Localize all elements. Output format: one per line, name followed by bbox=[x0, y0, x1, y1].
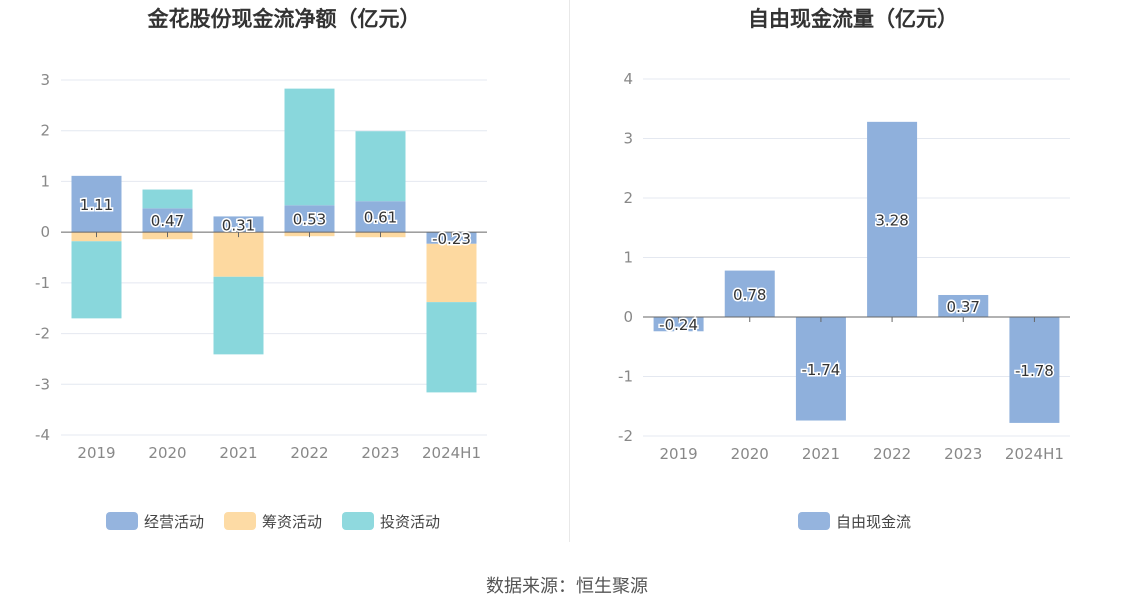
y-tick-label: 4 bbox=[623, 70, 633, 88]
free-cash-flow-chart-panel: 自由现金流量（亿元） 4 3 2 1 0 -1 -2 -0.24 0.78 -1.74 3.28 0.3… bbox=[572, 0, 1134, 545]
x-tick-label: 2020 bbox=[148, 444, 186, 462]
legend-label-0: 自由现金流 bbox=[836, 513, 911, 531]
bar-2019 bbox=[653, 317, 704, 332]
y-tick-label: 2 bbox=[623, 189, 633, 207]
bar-2021 bbox=[795, 317, 846, 421]
y-tick-label: -1 bbox=[618, 368, 633, 386]
bar-series1-2021 bbox=[213, 232, 264, 277]
data-label: 0.61 bbox=[364, 209, 397, 227]
y-tick-label: 0 bbox=[40, 223, 50, 241]
bar-2022 bbox=[867, 121, 918, 317]
x-tick-label: 2024H1 bbox=[422, 444, 481, 462]
bar-series2-2024H1 bbox=[426, 302, 477, 393]
x-tick-label: 2019 bbox=[659, 445, 697, 463]
bar-series2-2020 bbox=[142, 189, 193, 209]
y-tick-label: 2 bbox=[40, 122, 50, 140]
x-tick-label: 2022 bbox=[290, 444, 328, 462]
x-tick-label: 2021 bbox=[802, 445, 840, 463]
y-tick-label: 0 bbox=[623, 308, 633, 326]
legend-label-2: 投资活动 bbox=[380, 513, 440, 531]
x-tick-label: 2024H1 bbox=[1005, 445, 1064, 463]
legend-swatch-2 bbox=[342, 512, 374, 530]
y-tick-label: 3 bbox=[40, 71, 50, 89]
y-tick-label: -2 bbox=[618, 427, 633, 445]
legend-swatch-0 bbox=[106, 512, 138, 530]
chart-title: 金花股份现金流净额（亿元） bbox=[147, 7, 421, 31]
bar-series1-2024H1 bbox=[426, 243, 477, 303]
bar-series2-2021 bbox=[213, 276, 264, 355]
cash-flow-chart-panel: 金花股份现金流净额（亿元） 3 2 1 0 -1 -2 -3 -4 1.11 0.47 0.31 0.5… bbox=[0, 0, 568, 545]
bar-series2-2023 bbox=[355, 131, 406, 202]
free-cash-flow-chart: 自由现金流量（亿元） 4 3 2 1 0 -1 -2 -0.24 0.78 -1.74 3.28 0.3… bbox=[618, 7, 1070, 531]
bar-2020 bbox=[724, 270, 775, 317]
data-label: 3.28 bbox=[875, 211, 908, 229]
x-tick-label: 2020 bbox=[731, 445, 769, 463]
data-label: -1.74 bbox=[802, 361, 841, 379]
y-tick-label: -1 bbox=[35, 274, 50, 292]
cash-flow-chart: 金花股份现金流净额（亿元） 3 2 1 0 -1 -2 -3 -4 1.11 0.47 0.31 0.5… bbox=[35, 7, 487, 531]
y-tick-label: -2 bbox=[35, 325, 50, 343]
y-tick-label: -3 bbox=[35, 375, 50, 393]
bar-series2-2022 bbox=[284, 88, 335, 206]
bar-series2-2019 bbox=[71, 241, 122, 319]
bar-series0-2024H1 bbox=[426, 232, 477, 244]
bar-series0-2020 bbox=[142, 208, 193, 233]
legend-swatch-1 bbox=[224, 512, 256, 530]
x-tick-label: 2023 bbox=[361, 444, 399, 462]
data-label: 0.37 bbox=[947, 298, 980, 316]
x-tick-label: 2022 bbox=[873, 445, 911, 463]
data-label: -0.24 bbox=[659, 316, 698, 334]
bar-series0-2022 bbox=[284, 205, 335, 233]
y-tick-label: 3 bbox=[623, 130, 633, 148]
legend-label-1: 筹资活动 bbox=[262, 513, 322, 531]
data-label: -1.78 bbox=[1015, 362, 1054, 380]
legend-swatch-0 bbox=[798, 512, 830, 530]
x-tick-label: 2021 bbox=[219, 444, 257, 462]
data-label: 0.47 bbox=[151, 212, 184, 230]
bar-series0-2021 bbox=[213, 216, 264, 233]
data-label: 0.78 bbox=[733, 286, 766, 304]
x-tick-label: 2019 bbox=[77, 444, 115, 462]
y-tick-label: 1 bbox=[40, 172, 50, 190]
bar-2024H1 bbox=[1009, 317, 1060, 423]
panel-divider bbox=[569, 0, 570, 542]
chart-title: 自由现金流量（亿元） bbox=[748, 7, 958, 31]
y-tick-label: 1 bbox=[623, 249, 633, 267]
bar-series0-2023 bbox=[355, 201, 406, 233]
legend-label-0: 经营活动 bbox=[144, 513, 204, 531]
data-label: -0.23 bbox=[432, 230, 471, 248]
y-tick-label: -4 bbox=[35, 426, 50, 444]
x-tick-label: 2023 bbox=[944, 445, 982, 463]
bar-2023 bbox=[938, 294, 989, 317]
data-source-note: 数据来源：恒生聚源 bbox=[486, 576, 648, 597]
bar-series0-2019 bbox=[71, 175, 122, 233]
data-label: 0.53 bbox=[293, 211, 326, 229]
data-label: 1.11 bbox=[80, 196, 113, 214]
data-label: 0.31 bbox=[222, 216, 255, 234]
